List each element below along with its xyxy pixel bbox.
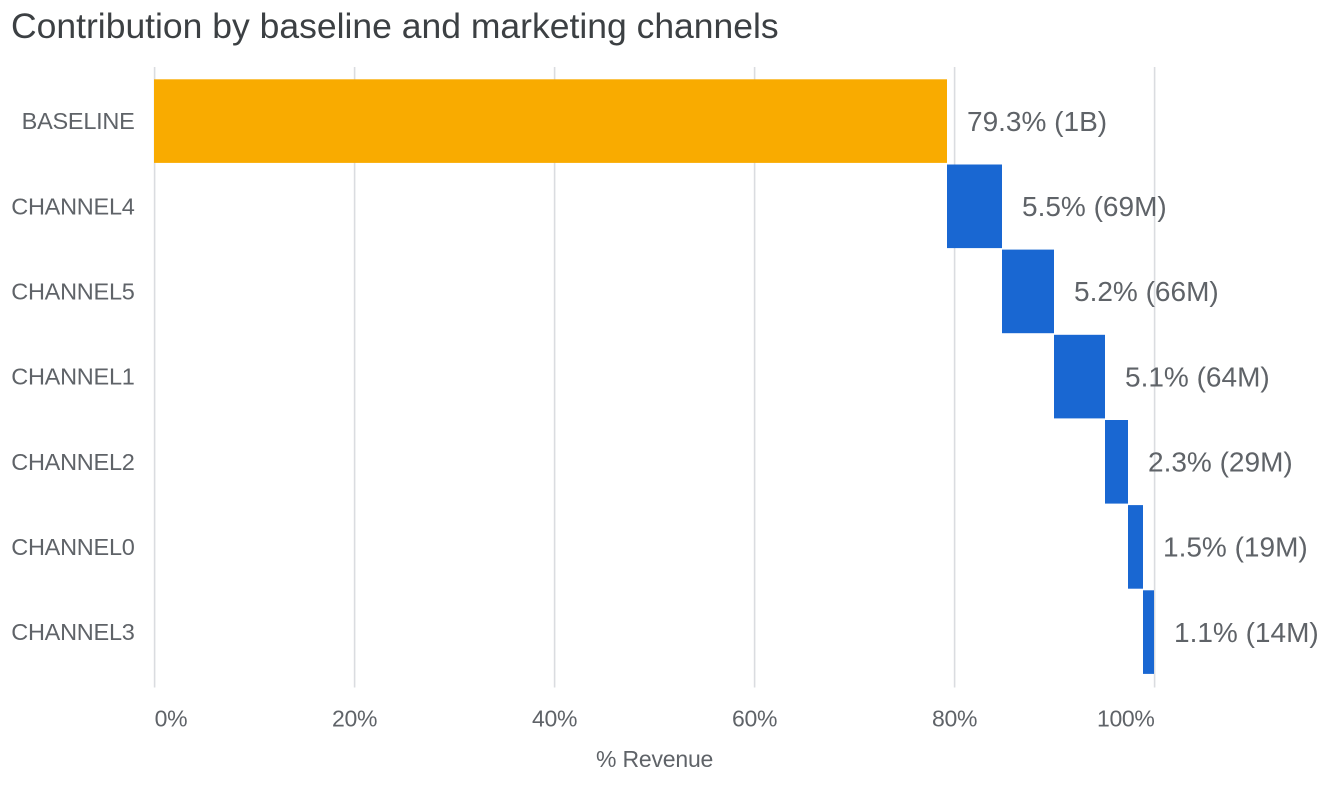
svg-text:1.1% (14M): 1.1% (14M): [1174, 617, 1319, 648]
svg-text:60%: 60%: [732, 705, 777, 731]
svg-text:5.5% (69M): 5.5% (69M): [1022, 191, 1167, 222]
svg-text:79.3% (1B): 79.3% (1B): [967, 106, 1107, 137]
svg-text:5.1% (64M): 5.1% (64M): [1125, 361, 1270, 392]
svg-text:% Revenue: % Revenue: [596, 746, 713, 772]
svg-text:CHANNEL1: CHANNEL1: [11, 364, 134, 390]
svg-text:100%: 100%: [1097, 705, 1155, 731]
svg-text:CHANNEL0: CHANNEL0: [11, 534, 135, 560]
svg-text:0%: 0%: [155, 705, 188, 731]
svg-text:80%: 80%: [932, 705, 977, 731]
svg-text:5.2% (66M): 5.2% (66M): [1074, 276, 1219, 307]
svg-text:CHANNEL2: CHANNEL2: [11, 449, 134, 475]
svg-text:1.5% (19M): 1.5% (19M): [1163, 532, 1308, 563]
svg-text:40%: 40%: [532, 705, 577, 731]
svg-text:CHANNEL5: CHANNEL5: [11, 278, 135, 304]
svg-text:2.3% (29M): 2.3% (29M): [1148, 447, 1293, 478]
svg-text:Contribution by baseline and m: Contribution by baseline and marketing c…: [11, 6, 779, 46]
svg-text:CHANNEL4: CHANNEL4: [11, 193, 135, 219]
svg-text:CHANNEL3: CHANNEL3: [11, 619, 135, 645]
svg-text:20%: 20%: [332, 705, 377, 731]
svg-text:BASELINE: BASELINE: [22, 108, 135, 134]
